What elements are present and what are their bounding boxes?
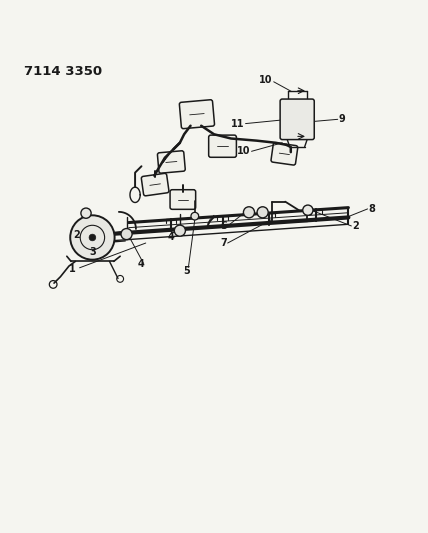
Text: 6: 6 (220, 221, 227, 231)
Circle shape (244, 207, 255, 218)
FancyBboxPatch shape (158, 151, 185, 173)
Text: 2: 2 (73, 230, 80, 239)
Circle shape (81, 208, 91, 219)
Text: 3: 3 (89, 247, 96, 256)
Circle shape (121, 229, 132, 240)
FancyBboxPatch shape (271, 143, 298, 165)
Text: 2: 2 (352, 221, 359, 231)
Text: 8: 8 (369, 204, 375, 214)
FancyBboxPatch shape (170, 190, 196, 209)
Text: 10: 10 (259, 75, 273, 85)
Circle shape (70, 215, 115, 260)
Circle shape (257, 207, 268, 218)
Text: 5: 5 (183, 266, 190, 276)
Text: 4: 4 (138, 260, 145, 269)
Circle shape (89, 234, 96, 241)
FancyBboxPatch shape (141, 173, 169, 196)
Circle shape (174, 225, 185, 236)
Text: 1: 1 (69, 264, 76, 273)
Text: 9: 9 (339, 114, 345, 124)
FancyBboxPatch shape (209, 135, 236, 157)
Text: 7114 3350: 7114 3350 (24, 65, 102, 78)
FancyBboxPatch shape (280, 99, 314, 140)
Text: 7: 7 (220, 238, 227, 248)
Text: 11: 11 (231, 118, 245, 128)
Circle shape (303, 205, 313, 215)
Text: 4: 4 (168, 232, 175, 241)
Circle shape (191, 212, 199, 220)
FancyBboxPatch shape (179, 100, 214, 128)
Text: 10: 10 (237, 147, 250, 156)
